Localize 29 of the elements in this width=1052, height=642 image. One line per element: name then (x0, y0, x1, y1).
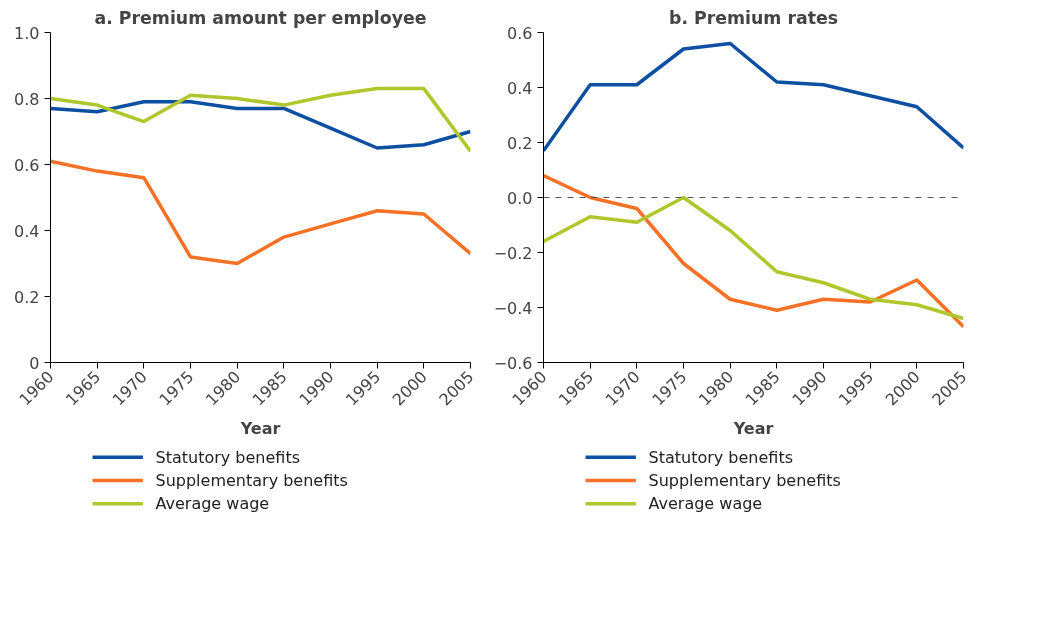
y-tick-label: −0.2 (493, 243, 533, 263)
legend-label: Average wage (648, 494, 763, 514)
y-tick-label: 0.4 (507, 78, 533, 98)
y-tick-label: −0.4 (493, 298, 533, 318)
y-tick-label: 0.0 (507, 188, 533, 208)
y-tick-label: 0.2 (14, 287, 40, 307)
line-series (50, 100, 471, 150)
line-series (50, 86, 471, 154)
legend-label: Statutory benefits (648, 447, 794, 467)
y-tick-label: −0.6 (493, 353, 533, 373)
y-tick-label: 1.0 (14, 23, 40, 43)
y-tick-label: 0 (29, 353, 40, 373)
x-axis-title: Year (732, 418, 774, 438)
legend-label: Statutory benefits (155, 447, 301, 467)
y-tick-label: 0.8 (14, 89, 40, 109)
legend-label: Supplementary benefits (155, 471, 348, 490)
line-series (50, 159, 471, 266)
legend-label: Supplementary benefits (648, 471, 841, 490)
line-series (543, 173, 964, 329)
y-tick-label: 0.6 (507, 23, 533, 43)
y-tick-label: 0.2 (507, 133, 533, 153)
line-series (543, 41, 964, 153)
y-tick-label: 0.4 (14, 221, 40, 241)
chart-title: b. Premium rates (668, 7, 839, 28)
legend-label: Average wage (155, 494, 270, 514)
y-tick-label: 0.6 (14, 155, 40, 175)
x-axis-title: Year (239, 418, 281, 438)
chart-title: a. Premium amount per employee (94, 7, 427, 28)
line-series (543, 195, 964, 321)
